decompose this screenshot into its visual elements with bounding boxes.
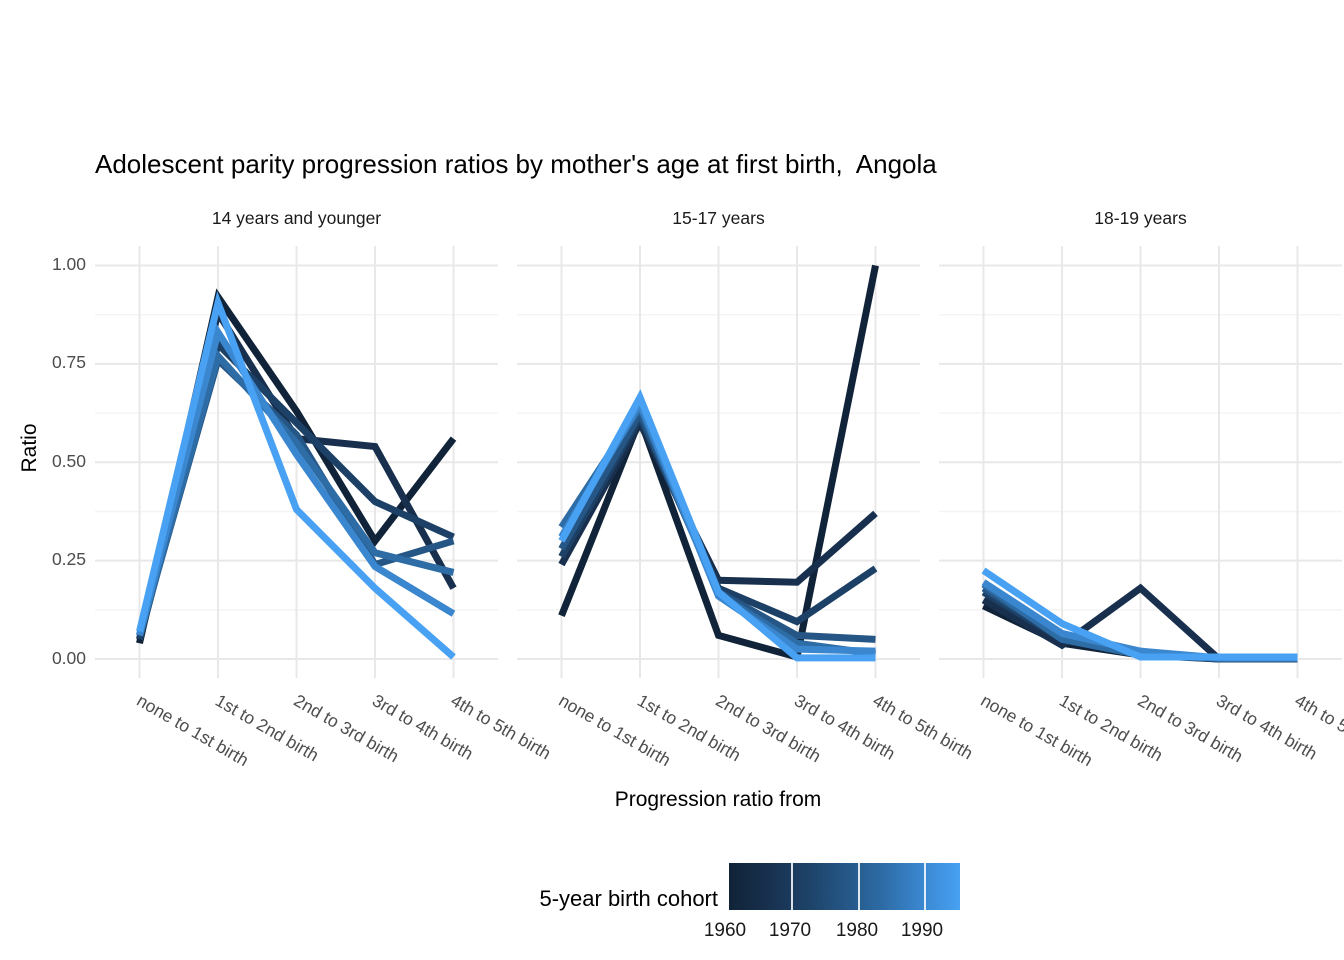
- cohort-line-1990: [136, 291, 456, 660]
- legend-colorbar-tick: [791, 863, 793, 910]
- legend-tick-label-1960: 1960: [703, 920, 747, 941]
- y-tick-label-075: 0.75: [51, 352, 86, 372]
- y-tick-label-025: 0.25: [51, 549, 86, 569]
- legend-colorbar: [729, 863, 960, 910]
- cohort-line-1990: [558, 389, 876, 662]
- x-axis-title: Progression ratio from: [614, 788, 822, 811]
- legend-tick-label-1970: 1970: [768, 920, 812, 941]
- legend-tick-label-1980: 1980: [835, 920, 879, 941]
- chart-title: Adolescent parity progression ratios by …: [95, 149, 937, 179]
- legend-colorbar-tick: [924, 863, 926, 910]
- cohort-line-1960: [558, 264, 879, 662]
- y-tick-label-050: 0.50: [51, 451, 86, 471]
- y-tick-label-000: 0.00: [51, 648, 86, 668]
- legend-tick-label-1990: 1990: [900, 920, 944, 941]
- y-tick-label-100: 1.00: [51, 254, 86, 274]
- facet-strip-label-3: 18-19 years: [1094, 208, 1187, 228]
- legend-title: 5-year birth cohort: [539, 886, 718, 911]
- legend-colorbar-tick: [858, 863, 860, 910]
- cohort-line-1990: [981, 567, 1298, 661]
- facet-strip-label-1: 14 years and younger: [211, 208, 382, 228]
- cohort-line-1985: [136, 323, 456, 637]
- facet-strip-label-2: 15-17 years: [672, 208, 765, 228]
- cohort-line-1980: [136, 348, 455, 637]
